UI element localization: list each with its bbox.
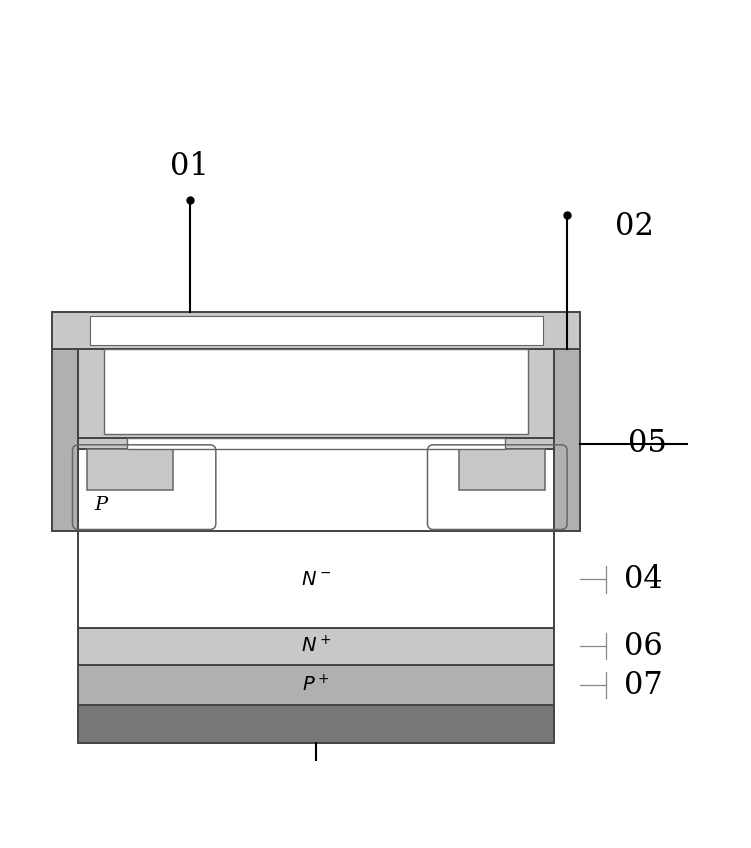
Text: P: P [94, 496, 107, 514]
Bar [460, 449, 544, 490]
Text: 02: 02 [615, 211, 654, 242]
Bar [78, 706, 553, 743]
Text: 05: 05 [628, 428, 667, 460]
Bar [53, 312, 580, 349]
Text: $P^+$: $P^+$ [302, 674, 330, 695]
Bar [89, 315, 543, 345]
Text: $N^-$: $N^-$ [301, 570, 331, 589]
Bar [53, 349, 78, 531]
Bar [78, 665, 553, 706]
Bar [104, 349, 528, 434]
Bar [78, 349, 553, 438]
Bar [78, 438, 553, 449]
Bar [78, 531, 553, 628]
Bar [553, 349, 580, 531]
Bar [127, 438, 505, 449]
Text: 01: 01 [170, 151, 210, 182]
Text: $N^+$: $N^+$ [478, 460, 507, 480]
Bar [78, 628, 553, 665]
Text: $N^+$: $N^+$ [107, 460, 135, 480]
Bar [87, 449, 173, 490]
Bar [78, 449, 553, 531]
Text: $N^+$: $N^+$ [301, 635, 331, 656]
Text: 04: 04 [624, 564, 663, 594]
Text: 07: 07 [624, 670, 663, 700]
Text: 06: 06 [624, 631, 663, 661]
